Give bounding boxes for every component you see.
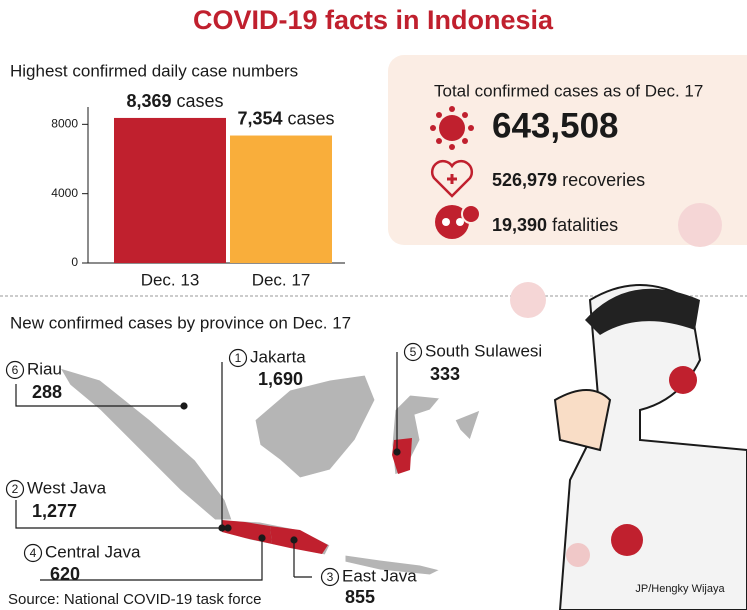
rank-circle (228, 348, 248, 368)
skull-icon (435, 204, 481, 239)
value-unit: cases (177, 91, 224, 111)
credit: JP/Hengky Wijaya (635, 583, 725, 595)
province-value: 333 (430, 364, 460, 384)
value-unit: cases (288, 108, 335, 128)
recoveries: 526,979 recoveries (492, 170, 645, 190)
virus-icon (430, 106, 474, 150)
province-value: 1,690 (258, 369, 303, 389)
source: Source: National COVID-19 task force (8, 591, 261, 608)
chart-title: Highest confirmed daily case numbers (10, 61, 298, 80)
rank: 2 (12, 482, 19, 496)
province-name: Central Java (45, 542, 141, 561)
fatalities: 19,390 fatalities (492, 215, 618, 235)
heart-icon (430, 159, 474, 198)
leader-lines (15, 352, 401, 581)
province-name: East Java (342, 566, 417, 585)
value-label: 8,369 cases (126, 91, 223, 111)
summary-heading: Total confirmed cases as of Dec. 17 (434, 81, 703, 100)
page-title: COVID-19 facts in Indonesia (193, 5, 554, 35)
y-tick-label: 4000 (51, 186, 78, 200)
province-name: South Sulawesi (425, 341, 542, 360)
cross-icon (447, 174, 457, 184)
rank-circle (403, 342, 423, 362)
rank: 1 (235, 351, 242, 365)
bar (114, 117, 226, 263)
province-value: 288 (32, 382, 62, 402)
recoveries-label: recoveries (562, 170, 645, 190)
province-value: 620 (50, 564, 80, 584)
section-heading: New confirmed cases by province on Dec. … (10, 313, 351, 332)
rank: 5 (410, 345, 417, 359)
province-name: Riau (27, 359, 62, 378)
x-tick-label: Dec. 17 (252, 270, 311, 289)
rank: 6 (12, 363, 19, 377)
recoveries-number: 526,979 (492, 170, 557, 190)
summary-panel (388, 55, 747, 245)
bar (230, 135, 332, 263)
rank: 4 (30, 546, 37, 560)
province-value: 1,277 (32, 501, 77, 521)
fatalities-number: 19,390 (492, 215, 547, 235)
rank-circle (23, 543, 43, 563)
province-name: West Java (27, 478, 107, 497)
value-number: 7,354 (237, 108, 282, 128)
value-label: 7,354 cases (237, 108, 334, 128)
x-tick-label: Dec. 13 (141, 270, 200, 289)
rank: 3 (327, 570, 334, 584)
illustration (510, 203, 747, 610)
rank-circle (320, 567, 340, 587)
province-name: Jakarta (250, 347, 306, 366)
fatalities-label: fatalities (552, 215, 618, 235)
rank-circle (5, 360, 25, 380)
y-tick-label: 0 (71, 255, 78, 269)
value-number: 8,369 (126, 91, 171, 111)
total-cases: 643,508 (492, 106, 619, 145)
rank-circle (5, 479, 25, 499)
y-tick-label: 8000 (51, 117, 78, 131)
province-value: 855 (345, 587, 375, 607)
